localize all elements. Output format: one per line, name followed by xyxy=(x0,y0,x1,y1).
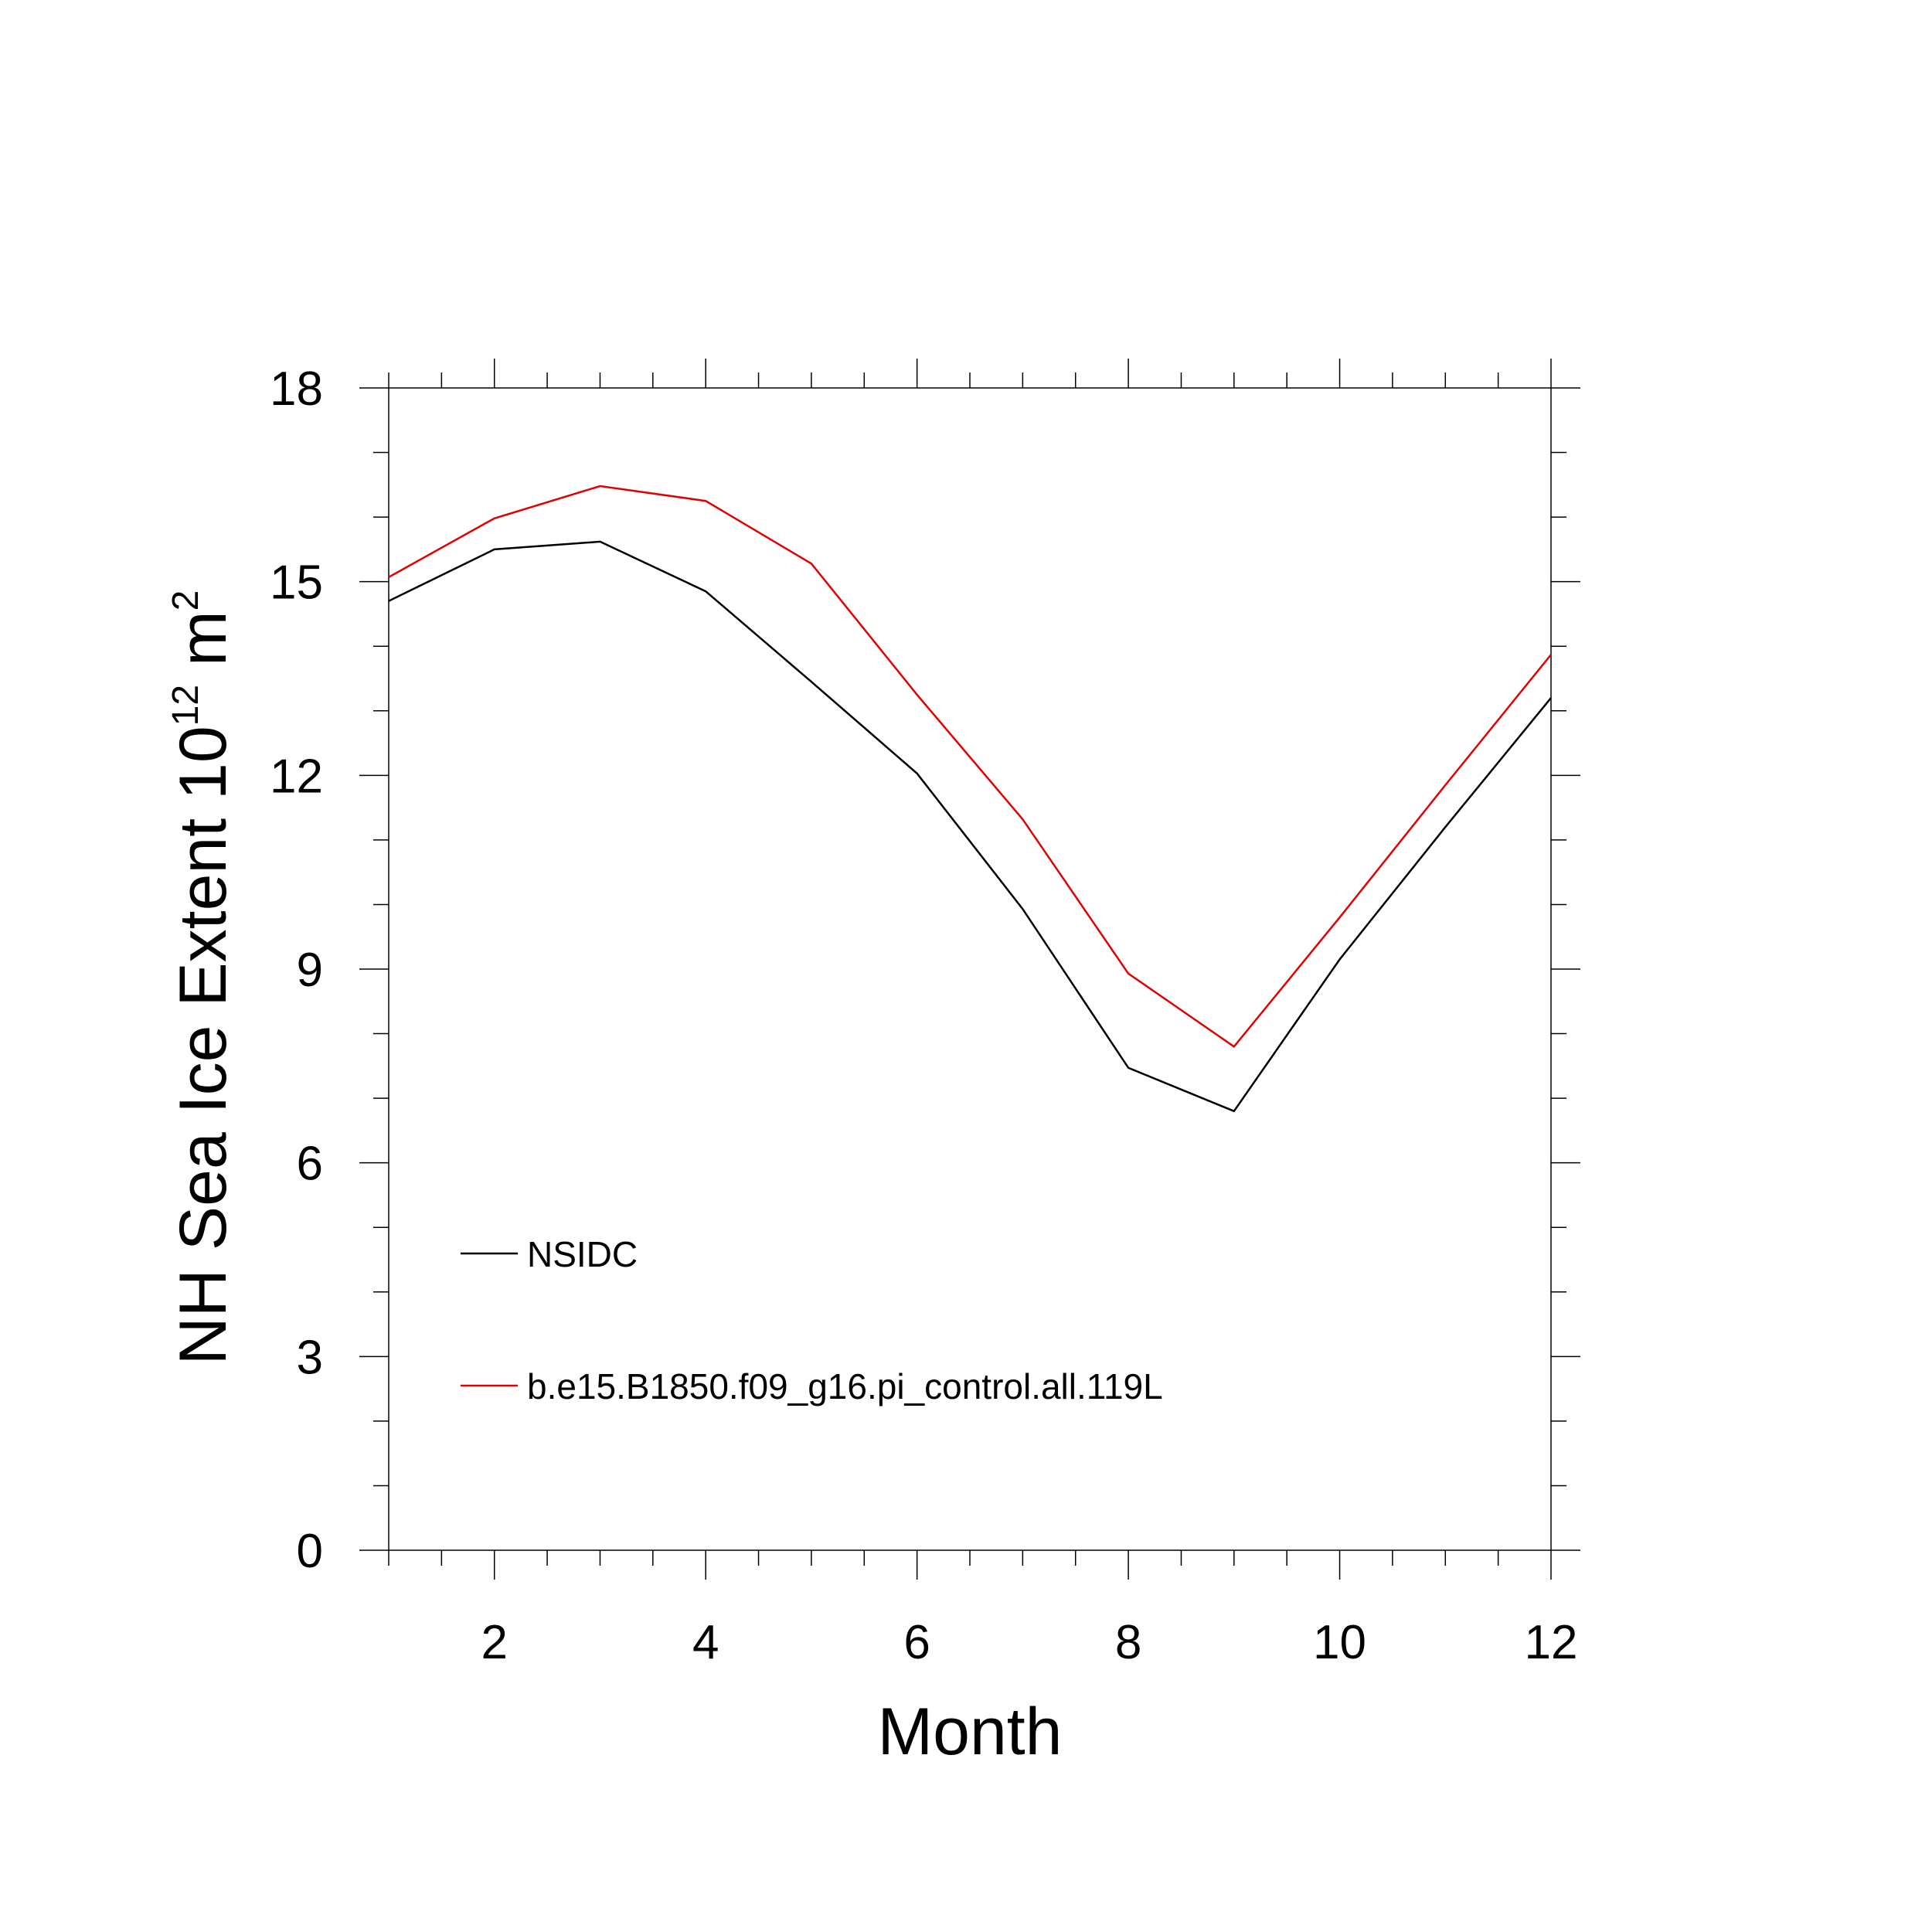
tick-marks xyxy=(359,359,1580,1580)
x-tick-label: 6 xyxy=(903,1616,930,1669)
y-tick-label: 12 xyxy=(270,750,323,803)
x-tick-label: 8 xyxy=(1115,1616,1141,1669)
x-tick-label: 12 xyxy=(1525,1616,1578,1669)
x-tick-label: 4 xyxy=(692,1616,719,1669)
y-tick-label: 3 xyxy=(297,1331,323,1384)
series-line-1 xyxy=(388,540,1552,1113)
y-axis-title-exponent: 12 xyxy=(165,685,206,726)
y-axis-title: NH Sea Ice Extent 1012 m2 xyxy=(165,590,240,1366)
x-tick-labels: 2 4 6 8 10 12 xyxy=(481,1616,1577,1669)
y-tick-label: 15 xyxy=(270,556,323,610)
y-axis-title-unit-exponent: 2 xyxy=(165,590,206,611)
legend-label-2: b.e15.B1850.f09_g16.pi_control.all.119L xyxy=(527,1366,1163,1406)
legend: NSIDC b.e15.B1850.f09_g16.pi_control.all.… xyxy=(461,1234,1163,1406)
y-tick-label: 18 xyxy=(270,362,323,416)
x-tick-label: 2 xyxy=(481,1616,507,1669)
y-tick-label: 0 xyxy=(297,1525,323,1578)
x-tick-label: 10 xyxy=(1313,1616,1366,1669)
series-lines xyxy=(388,485,1552,1113)
x-axis-title: Month xyxy=(877,1695,1062,1769)
series-line-2 xyxy=(388,485,1552,1048)
y-tick-label: 6 xyxy=(297,1138,323,1191)
y-axis-title-base: NH Sea Ice Extent 10 xyxy=(166,726,240,1365)
legend-label-1: NSIDC xyxy=(527,1234,638,1274)
y-tick-label: 9 xyxy=(297,944,323,997)
y-axis-title-unit: m xyxy=(166,611,240,685)
y-tick-labels: 0 3 6 9 12 15 18 xyxy=(270,362,323,1578)
